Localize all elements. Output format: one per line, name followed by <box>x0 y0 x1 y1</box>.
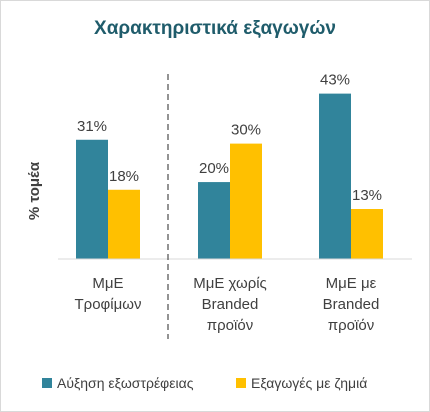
bar-growth-1 <box>198 182 230 259</box>
bar-loss-0 <box>108 189 140 259</box>
legend-swatch-1 <box>236 378 246 388</box>
bar-growth-2 <box>319 93 351 259</box>
legend-swatch-0 <box>42 378 52 388</box>
chart-title: Χαρακτηριστικά εξαγωγών <box>94 18 336 39</box>
legend-label-1: Εξαγωγές με ζημιά <box>251 375 367 391</box>
category-label-0: ΜμΕ Τροφίμων <box>75 275 142 313</box>
legend: Αύξηση εξωστρέφειας Εξαγωγές με ζημιά <box>42 375 367 391</box>
bar-growth-0 <box>76 139 108 259</box>
y-axis-label: % τομέα <box>26 161 43 220</box>
bar-loss-2 <box>351 209 383 259</box>
category-labels-layer: ΜμΕ Τροφίμων ΜμΕ χωρίς Branded προϊόν ΜμΕ με B… <box>75 275 380 334</box>
category-label-2: ΜμΕ με Branded προϊόν <box>323 275 380 334</box>
category-label-1: ΜμΕ χωρίς Branded προϊόν <box>193 275 267 334</box>
bar-loss-1 <box>230 143 262 259</box>
data-label: 31% <box>77 118 107 135</box>
data-label: 18% <box>109 168 139 185</box>
data-label: 20% <box>199 160 229 177</box>
data-labels-layer: 31% 20% 43% 18% 30% 13% <box>77 72 382 204</box>
bars-layer <box>76 93 383 259</box>
data-label: 13% <box>352 187 382 204</box>
data-label: 30% <box>231 122 261 139</box>
data-label: 43% <box>320 72 350 89</box>
legend-label-0: Αύξηση εξωστρέφειας <box>57 375 194 391</box>
